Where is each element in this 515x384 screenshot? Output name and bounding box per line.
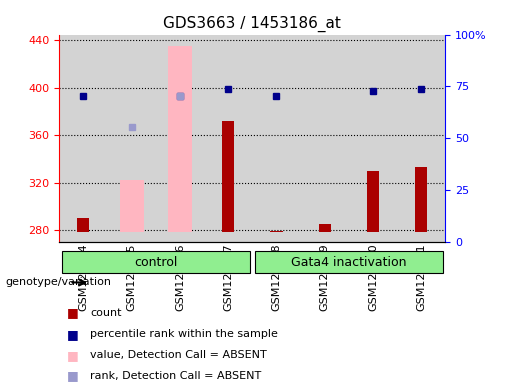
Text: count: count <box>90 308 122 318</box>
Text: ■: ■ <box>67 349 79 362</box>
Text: Gata4 inactivation: Gata4 inactivation <box>291 256 407 268</box>
FancyBboxPatch shape <box>255 251 443 273</box>
Text: ■: ■ <box>67 328 79 341</box>
Text: value, Detection Call = ABSENT: value, Detection Call = ABSENT <box>90 350 267 360</box>
Bar <box>397 35 445 242</box>
Bar <box>156 35 204 242</box>
Bar <box>367 171 379 232</box>
Text: control: control <box>134 256 178 268</box>
Text: ■: ■ <box>67 306 79 319</box>
Bar <box>119 180 144 232</box>
Bar <box>222 121 234 232</box>
Text: percentile rank within the sample: percentile rank within the sample <box>90 329 278 339</box>
Bar <box>204 35 252 242</box>
Bar <box>301 35 349 242</box>
Bar <box>252 35 301 242</box>
Bar <box>77 218 90 232</box>
Title: GDS3663 / 1453186_at: GDS3663 / 1453186_at <box>163 16 341 32</box>
Bar <box>168 46 192 232</box>
Bar <box>319 224 331 232</box>
Text: genotype/variation: genotype/variation <box>5 277 111 287</box>
Bar <box>349 35 397 242</box>
Text: rank, Detection Call = ABSENT: rank, Detection Call = ABSENT <box>90 371 262 381</box>
Bar <box>59 35 108 242</box>
Bar <box>108 35 156 242</box>
Bar <box>415 167 427 232</box>
Text: ■: ■ <box>67 369 79 382</box>
FancyBboxPatch shape <box>62 251 250 273</box>
Bar <box>270 231 283 232</box>
